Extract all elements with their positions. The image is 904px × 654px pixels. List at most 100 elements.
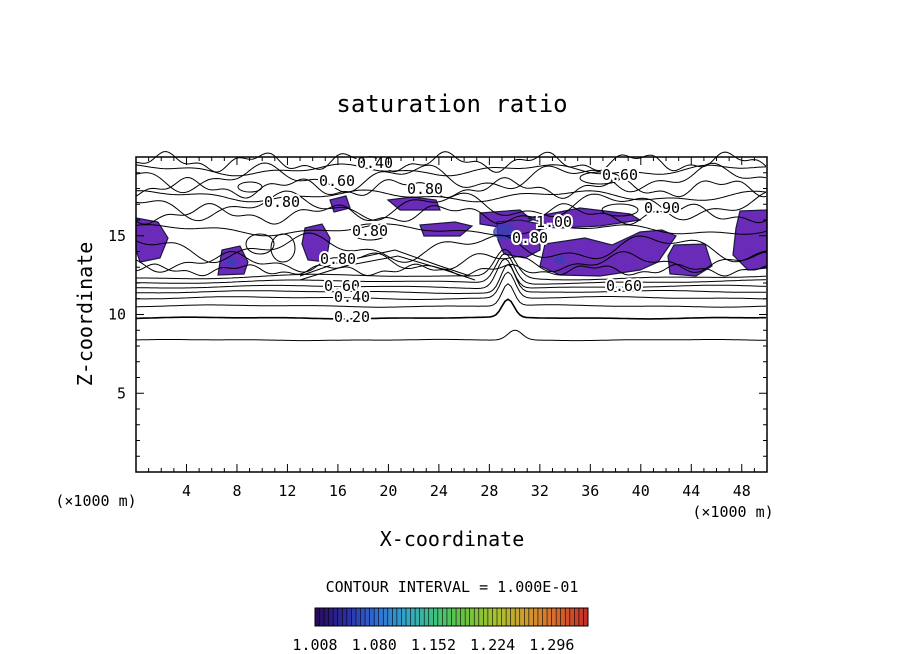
colorbar-swatch <box>342 608 348 626</box>
x-tick-label: 12 <box>278 482 296 500</box>
colorbar-swatch <box>483 608 489 626</box>
colorbar-swatch <box>547 608 553 626</box>
colorbar-swatch <box>542 608 548 626</box>
x-tick-label: 48 <box>733 482 751 500</box>
contour-label: 0.40 <box>334 288 370 306</box>
colorbar-swatch <box>474 608 480 626</box>
colorbar-swatch <box>492 608 498 626</box>
colorbar-swatch <box>501 608 507 626</box>
contour-line <box>135 189 767 203</box>
x-tick-label: 32 <box>531 482 549 500</box>
colorbar-frame <box>314 607 589 627</box>
contour-label: 1.00 <box>536 213 572 231</box>
supersaturation-region <box>329 195 351 213</box>
colorbar-swatch <box>478 608 484 626</box>
colorbar-swatch <box>424 608 430 626</box>
contour-line <box>299 255 476 281</box>
y-tick-label: 15 <box>108 227 126 245</box>
colorbar-swatch <box>487 608 493 626</box>
higher-supersaturation-patch <box>554 256 566 264</box>
x-tick-label: 24 <box>430 482 448 500</box>
contour-line <box>136 258 767 289</box>
colorbar-swatch <box>360 608 366 626</box>
x-tick-label: 44 <box>682 482 700 500</box>
colorbar-swatch <box>537 608 543 626</box>
contour-line <box>135 263 767 277</box>
contour-line <box>135 163 767 177</box>
contour-label: 0.80 <box>407 180 443 198</box>
contour-label: 0.80 <box>512 229 548 247</box>
contour-label: 0.80 <box>264 193 300 211</box>
colorbar-tick-label: 1.224 <box>470 636 515 654</box>
supersaturation-region <box>386 196 441 211</box>
contour-labels: 0.400.60 0.800.600.80 0.900.80 1.000.800.80… <box>262 152 682 328</box>
contour-line <box>136 283 767 308</box>
contour-line <box>135 298 766 320</box>
colorbar-swatch <box>369 608 375 626</box>
colorbar-tick-label: 1.296 <box>529 636 574 654</box>
colorbar-swatch <box>319 608 325 626</box>
colorbar-swatch <box>460 608 466 626</box>
contour-label: 0.90 <box>644 199 680 217</box>
contour-line <box>136 329 766 342</box>
colorbar-swatch <box>346 608 352 626</box>
x-tick-label: 28 <box>480 482 498 500</box>
colorbar-swatch <box>551 608 557 626</box>
contour-line <box>136 271 766 300</box>
contour-label: 0.60 <box>324 277 360 295</box>
closed-contour <box>351 223 389 241</box>
colorbar-swatch <box>406 608 412 626</box>
contour-label: 0.60 <box>602 166 638 184</box>
closed-contour <box>245 233 275 255</box>
contour-line <box>135 203 767 225</box>
x-tick-label: 36 <box>581 482 599 500</box>
supersaturation-region <box>732 209 768 271</box>
colorbar-swatch <box>442 608 448 626</box>
colorbar-swatch <box>528 608 534 626</box>
colorbar-swatch <box>374 608 380 626</box>
colorbar-swatch <box>524 608 530 626</box>
colorbar-swatch <box>365 608 371 626</box>
y-tick-label: 10 <box>108 306 126 324</box>
colorbar-swatch <box>578 608 584 626</box>
colorbar-swatch <box>556 608 562 626</box>
x-axis-label: X-coordinate <box>380 527 525 551</box>
colorbar <box>314 607 589 627</box>
colorbar-swatch <box>351 608 357 626</box>
closed-contour <box>579 171 621 185</box>
supersaturation-region <box>419 221 474 237</box>
contour-line <box>135 150 767 173</box>
colorbar-swatch <box>497 608 503 626</box>
colorbar-labels: 1.008 1.080 1.152 1.224 1.296 <box>292 636 574 654</box>
contour-line <box>136 253 766 285</box>
y-tick-label: 5 <box>117 384 126 402</box>
higher-supersaturation-patch <box>226 258 238 266</box>
colorbar-swatch <box>574 608 580 626</box>
axis-ticks <box>136 157 767 472</box>
contour-line <box>135 223 767 237</box>
contour-label: 0.60 <box>606 277 642 295</box>
contour-label: 0.80 <box>320 250 356 268</box>
contour-line <box>135 250 767 273</box>
colorbar-swatch <box>401 608 407 626</box>
colorbar-tick-label: 1.080 <box>352 636 397 654</box>
colorbar-swatch <box>583 608 589 626</box>
x-tick-label: 20 <box>379 482 397 500</box>
colorbar-swatch <box>469 608 475 626</box>
contour-line <box>135 176 767 199</box>
colorbar-swatch <box>456 608 462 626</box>
contour-line <box>136 248 767 281</box>
colorbar-swatch <box>415 608 421 626</box>
contour-lines <box>135 150 767 342</box>
colorbar-swatch <box>446 608 452 626</box>
x-tick-label: 8 <box>232 482 241 500</box>
colorbar-swatch <box>533 608 539 626</box>
closed-contour <box>601 203 639 217</box>
colorbar-swatch <box>510 608 516 626</box>
colorbar-swatch <box>333 608 339 626</box>
colorbar-swatch <box>519 608 525 626</box>
x-unit-right: (×1000 m) <box>692 503 773 521</box>
closed-contour <box>237 181 263 193</box>
